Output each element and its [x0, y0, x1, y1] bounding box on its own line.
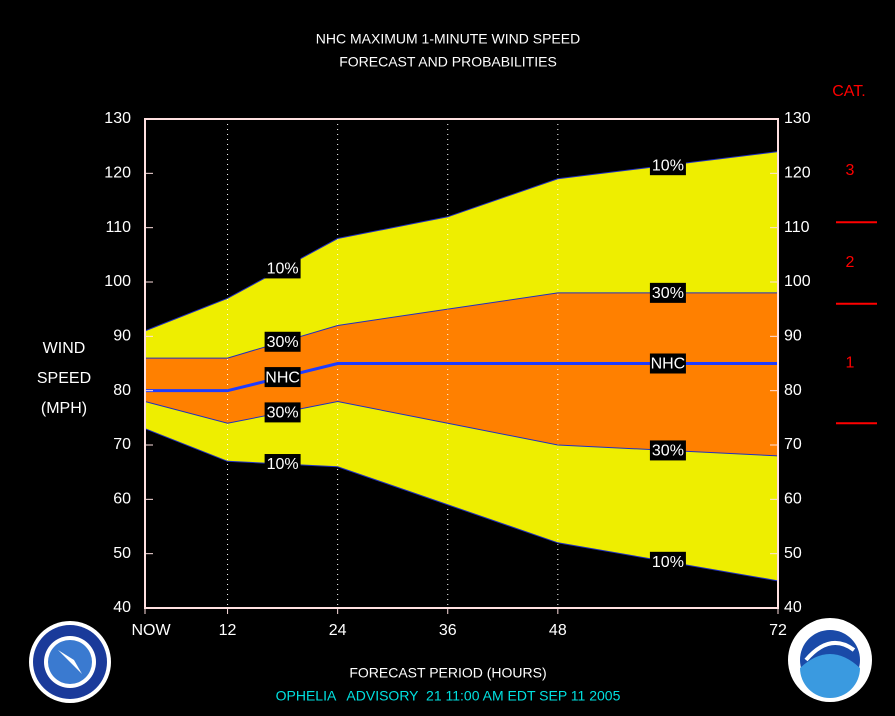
y-tick-label: 130	[104, 110, 131, 127]
plot-border	[144, 118, 779, 609]
noaa-logo	[788, 618, 872, 702]
logo-gull	[804, 640, 856, 662]
probability-band	[145, 292, 778, 456]
category-label: 2	[846, 254, 855, 271]
y-tick-label: 50	[113, 545, 131, 562]
y2-tick-label: 80	[784, 382, 802, 399]
series-label: 30%	[267, 405, 299, 422]
y2-tick-label: 100	[784, 273, 811, 290]
chart-subtitle: FORECAST AND PROBABILITIES	[339, 54, 557, 70]
y2-tick-label: 60	[784, 491, 802, 508]
category-label: 3	[846, 162, 855, 179]
x-tick-label: NOW	[131, 622, 171, 639]
footer: OPHELIA ADVISORY 21 11:00 AM EDT SEP 11 …	[276, 688, 621, 704]
y-axis-label: WIND	[43, 340, 86, 357]
x-axis-label: FORECAST PERIOD (HOURS)	[349, 665, 546, 681]
y-tick-label: 120	[104, 165, 131, 182]
series-line	[144, 151, 779, 332]
category-label: 1	[846, 355, 855, 372]
y2-tick-label: 70	[784, 436, 802, 453]
series-line	[145, 292, 778, 359]
y-tick-label: 40	[113, 599, 131, 616]
y-axis-label: (MPH)	[41, 400, 87, 417]
series-line	[144, 401, 779, 457]
series-label: 10%	[267, 456, 299, 473]
x-tick-label: 48	[549, 622, 567, 639]
y-tick-label: 90	[113, 328, 131, 345]
y2-tick-label: 120	[784, 165, 811, 182]
x-tick-label: 24	[329, 622, 347, 639]
y-tick-label: 110	[105, 219, 131, 236]
series-label-box	[649, 440, 686, 461]
series-label: 10%	[652, 157, 684, 174]
series-label: 30%	[267, 334, 299, 351]
series-label-box	[264, 402, 301, 423]
logo-wave	[800, 654, 860, 698]
nws-logo	[29, 621, 111, 703]
series-label: 10%	[267, 261, 299, 278]
series-label-box	[649, 282, 686, 303]
series-label-box	[264, 367, 301, 388]
series-label-box	[264, 454, 301, 475]
x-tick-label: 36	[439, 622, 457, 639]
y-tick-label: 100	[104, 273, 131, 290]
y2-tick-label: 90	[784, 328, 802, 345]
series-label: NHC	[265, 369, 300, 386]
y2-tick-label: 50	[784, 545, 802, 562]
logo-bolt	[58, 650, 82, 674]
category-title: CAT.	[832, 83, 865, 100]
series-label: 30%	[652, 443, 684, 460]
series-label: NHC	[651, 356, 686, 373]
y-tick-label: 80	[113, 382, 131, 399]
series-label-box	[264, 258, 301, 279]
series-label: 10%	[652, 554, 684, 571]
y-axis-label: SPEED	[37, 370, 91, 387]
series-label-box	[649, 551, 686, 572]
y2-tick-label: 110	[784, 219, 810, 236]
x-tick-label: 12	[219, 622, 237, 639]
chart-title: NHC MAXIMUM 1-MINUTE WIND SPEED	[316, 31, 580, 47]
series-line	[144, 428, 779, 582]
series-label-box	[649, 155, 686, 176]
x-tick-label: 72	[769, 622, 787, 639]
series-label-box	[649, 353, 686, 374]
y2-tick-label: 40	[784, 599, 802, 616]
y-tick-label: 60	[113, 491, 131, 508]
y-tick-label: 70	[113, 436, 131, 453]
series-label: 30%	[652, 285, 684, 302]
y2-tick-label: 130	[784, 110, 811, 127]
series-line	[145, 362, 778, 393]
series-label-box	[264, 331, 301, 352]
